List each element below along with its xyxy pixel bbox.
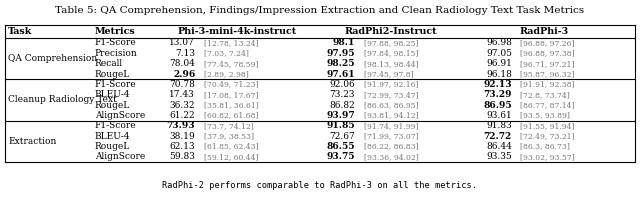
- Text: BLEU-4: BLEU-4: [95, 90, 130, 99]
- Text: F1-Score: F1-Score: [95, 121, 136, 130]
- Text: 91.83: 91.83: [486, 121, 512, 130]
- Text: [86.3, 86.73]: [86.3, 86.73]: [520, 142, 570, 151]
- Text: 92.13: 92.13: [483, 80, 512, 89]
- Text: [71.99, 73.07]: [71.99, 73.07]: [364, 132, 418, 140]
- Text: [12.78, 13.24]: [12.78, 13.24]: [204, 39, 258, 47]
- Text: RadPhi2-Instruct: RadPhi2-Instruct: [344, 27, 436, 36]
- Text: 93.35: 93.35: [486, 152, 512, 161]
- Text: RougeL: RougeL: [95, 100, 130, 110]
- Text: [86.77, 87.14]: [86.77, 87.14]: [520, 101, 575, 109]
- Text: Task: Task: [8, 27, 33, 36]
- Text: [77.45, 78.59]: [77.45, 78.59]: [204, 60, 258, 68]
- Text: 98.1: 98.1: [333, 38, 355, 47]
- Text: [97.45, 97.8]: [97.45, 97.8]: [364, 70, 413, 78]
- Text: AlignScore: AlignScore: [95, 152, 145, 161]
- Text: 86.82: 86.82: [330, 100, 355, 110]
- Text: [91.74, 91.99]: [91.74, 91.99]: [364, 122, 418, 130]
- Text: [7.03, 7.24]: [7.03, 7.24]: [204, 49, 248, 57]
- Text: 92.06: 92.06: [330, 80, 355, 89]
- Text: 98.25: 98.25: [326, 59, 355, 68]
- Text: 36.32: 36.32: [170, 100, 195, 110]
- Text: 61.22: 61.22: [170, 111, 195, 120]
- Text: [96.71, 97.21]: [96.71, 97.21]: [520, 60, 575, 68]
- Text: 93.97: 93.97: [326, 111, 355, 120]
- Text: 7.13: 7.13: [175, 49, 195, 58]
- Text: F1-Score: F1-Score: [95, 38, 136, 47]
- Text: [96.88, 97.38]: [96.88, 97.38]: [520, 49, 575, 57]
- Text: 62.13: 62.13: [170, 142, 195, 151]
- Text: 72.72: 72.72: [484, 132, 512, 141]
- Text: [2.89, 2.98]: [2.89, 2.98]: [204, 70, 248, 78]
- Text: [91.97, 92.16]: [91.97, 92.16]: [364, 80, 418, 88]
- Text: [93.5, 93.89]: [93.5, 93.89]: [520, 111, 570, 119]
- Text: 96.18: 96.18: [486, 70, 512, 79]
- Text: [93.02, 93.57]: [93.02, 93.57]: [520, 153, 575, 161]
- Text: Phi-3-mini-4k-instruct: Phi-3-mini-4k-instruct: [177, 27, 296, 36]
- Text: 73.23: 73.23: [330, 90, 355, 99]
- Text: Table 5: QA Comprehension, Findings/Impression Extraction and Clean Radiology Te: Table 5: QA Comprehension, Findings/Impr…: [56, 6, 584, 15]
- Text: 86.55: 86.55: [326, 142, 355, 151]
- Text: 93.61: 93.61: [486, 111, 512, 120]
- Text: 97.61: 97.61: [326, 70, 355, 79]
- Text: 96.91: 96.91: [486, 59, 512, 68]
- Text: [91.91, 92.38]: [91.91, 92.38]: [520, 80, 575, 88]
- Text: 78.04: 78.04: [170, 59, 195, 68]
- Text: 97.05: 97.05: [486, 49, 512, 58]
- Text: [86.63, 86.95]: [86.63, 86.95]: [364, 101, 418, 109]
- Text: 96.98: 96.98: [486, 38, 512, 47]
- Text: [72.49, 73.21]: [72.49, 73.21]: [520, 132, 575, 140]
- Text: BLEU-4: BLEU-4: [95, 132, 130, 141]
- Text: [37.9, 38.53]: [37.9, 38.53]: [204, 132, 253, 140]
- Text: 13.07: 13.07: [170, 38, 195, 47]
- Text: 2.96: 2.96: [173, 70, 195, 79]
- Text: 17.43: 17.43: [170, 90, 195, 99]
- Text: Precision: Precision: [95, 49, 138, 58]
- Text: AlignScore: AlignScore: [95, 111, 145, 120]
- Text: [17.08, 17.67]: [17.08, 17.67]: [204, 91, 258, 99]
- Text: [59.12, 60.44]: [59.12, 60.44]: [204, 153, 258, 161]
- Text: RougeL: RougeL: [95, 70, 130, 79]
- Text: QA Comprehension: QA Comprehension: [8, 54, 97, 63]
- Text: 59.83: 59.83: [170, 152, 195, 161]
- Text: [96.88, 97.26]: [96.88, 97.26]: [520, 39, 575, 47]
- Text: [73.7, 74.12]: [73.7, 74.12]: [204, 122, 253, 130]
- Text: [72.8, 73.74]: [72.8, 73.74]: [520, 91, 570, 99]
- Text: 73.93: 73.93: [166, 121, 195, 130]
- Text: RougeL: RougeL: [95, 142, 130, 151]
- Text: RadPhi-3: RadPhi-3: [520, 27, 568, 36]
- Text: 86.44: 86.44: [486, 142, 512, 151]
- Text: 93.75: 93.75: [326, 152, 355, 161]
- Text: [60.82, 61.68]: [60.82, 61.68]: [204, 111, 258, 119]
- Text: [97.88, 98.25]: [97.88, 98.25]: [364, 39, 418, 47]
- Text: [61.85, 62.43]: [61.85, 62.43]: [204, 142, 258, 151]
- Text: Cleanup Radiology Text: Cleanup Radiology Text: [8, 95, 117, 104]
- Text: [91.55, 91.94]: [91.55, 91.94]: [520, 122, 575, 130]
- Text: [72.99, 73.47]: [72.99, 73.47]: [364, 91, 418, 99]
- Text: [97.84, 98.15]: [97.84, 98.15]: [364, 49, 418, 57]
- Text: [86.22, 86.83]: [86.22, 86.83]: [364, 142, 418, 151]
- Text: Extraction: Extraction: [8, 137, 57, 146]
- Text: RadPhi-2 performs comparable to RadPhi-3 on all the metrics.: RadPhi-2 performs comparable to RadPhi-3…: [163, 181, 477, 190]
- Text: [93.81, 94.12]: [93.81, 94.12]: [364, 111, 418, 119]
- Text: Metrics: Metrics: [95, 27, 136, 36]
- Text: [95.87, 96.32]: [95.87, 96.32]: [520, 70, 575, 78]
- Text: 97.95: 97.95: [326, 49, 355, 58]
- Text: [70.49, 71.23]: [70.49, 71.23]: [204, 80, 258, 88]
- Text: 70.78: 70.78: [170, 80, 195, 89]
- Text: [35.81, 36.61]: [35.81, 36.61]: [204, 101, 259, 109]
- Text: 86.95: 86.95: [483, 100, 512, 110]
- Text: [93.36, 94.02]: [93.36, 94.02]: [364, 153, 419, 161]
- Text: F1-Score: F1-Score: [95, 80, 136, 89]
- Text: 38.19: 38.19: [170, 132, 195, 141]
- Text: 91.85: 91.85: [326, 121, 355, 130]
- Text: 72.67: 72.67: [330, 132, 355, 141]
- Text: [98.13, 98.44]: [98.13, 98.44]: [364, 60, 418, 68]
- Text: 73.29: 73.29: [483, 90, 512, 99]
- Text: Recall: Recall: [95, 59, 123, 68]
